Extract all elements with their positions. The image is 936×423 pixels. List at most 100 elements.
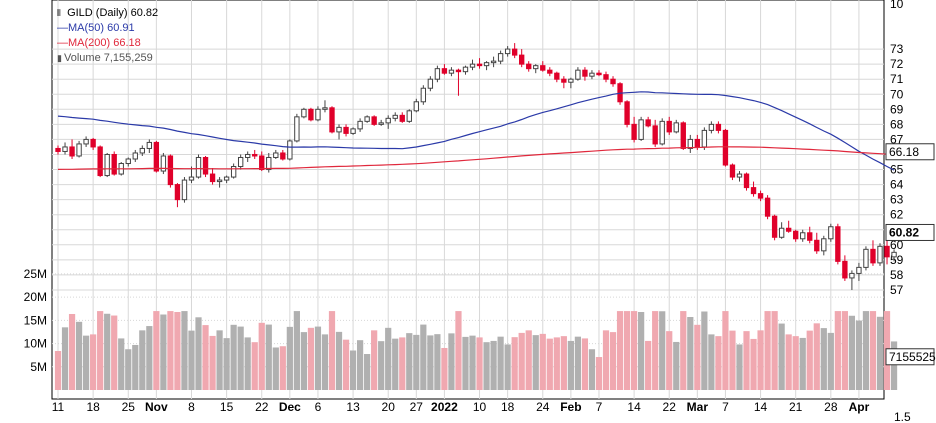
x-tick-label: 11 (52, 400, 65, 414)
candle-body (814, 239, 820, 252)
volume-bar (645, 340, 652, 390)
candle-body (357, 120, 363, 130)
x-tick-label: 28 (824, 400, 838, 414)
volume-bar (813, 323, 820, 390)
price-tick-label: 71 (890, 72, 904, 86)
candle-body (202, 156, 209, 175)
ma200-line (57, 146, 895, 170)
price-tick-label: 10 (890, 0, 904, 11)
volume-bar (567, 340, 574, 390)
candle-body (139, 147, 145, 154)
volume-bar (511, 337, 518, 390)
volume-bar (659, 311, 666, 390)
volume-bar (167, 311, 174, 390)
candle-body (259, 155, 265, 171)
volume-tick-label: 20M (24, 290, 47, 304)
volume-bar (118, 338, 125, 390)
volume-bar (574, 336, 582, 390)
candle-body (729, 164, 736, 178)
volume-bar (406, 333, 413, 390)
candle-body (427, 78, 434, 89)
volume-bar (104, 313, 111, 390)
volume-bar (82, 335, 90, 390)
volume-bar (258, 322, 265, 390)
volume-bar (722, 311, 729, 390)
volume-bar (307, 327, 315, 390)
volume-bar (328, 311, 336, 390)
candle-body (125, 158, 131, 165)
x-tick-label: 8 (188, 400, 195, 414)
volume-bar (666, 331, 673, 390)
price-tick-label: 60 (890, 238, 904, 252)
candle-body (694, 138, 701, 148)
candle-body (392, 114, 398, 119)
volume-bar (560, 336, 567, 390)
candle-body (554, 72, 560, 80)
volume-bar (392, 338, 399, 390)
candle-body (329, 107, 335, 133)
indicator-tick-label: 1.5 (894, 410, 911, 423)
volume-bar (497, 336, 504, 390)
price-tick-label: 69 (890, 102, 904, 116)
candle-body (174, 184, 181, 201)
volume-bar (181, 311, 188, 390)
volume-bar (448, 333, 455, 390)
candle-body (863, 248, 869, 268)
candle-body (104, 153, 110, 177)
volume-bar (321, 334, 329, 390)
candle-body (476, 63, 483, 67)
volume-bar (413, 334, 420, 390)
legend-ma200: —MA(200) 66.18 (57, 37, 141, 49)
candle-body (856, 266, 862, 274)
volume-bar (848, 315, 856, 390)
candle-body (273, 152, 279, 158)
candle-body (596, 72, 602, 76)
candle-body (519, 54, 525, 65)
candle-body (624, 101, 630, 125)
volume-bar (272, 347, 279, 390)
volume-bar (314, 326, 322, 390)
volume-bar (820, 328, 827, 390)
volume-bar (90, 334, 97, 390)
candle-body (891, 251, 897, 258)
volume-bar (216, 330, 223, 390)
candle-body (301, 108, 307, 118)
volume-bar (54, 351, 62, 390)
candle-body (680, 122, 686, 149)
candle-body (631, 123, 637, 140)
volume-bar (293, 311, 300, 390)
volume-bar (855, 320, 863, 390)
candle-body (195, 156, 202, 178)
volume-bar (75, 321, 83, 390)
volume-bar (153, 311, 160, 390)
candle-body (245, 153, 251, 158)
candle-body (69, 146, 75, 157)
volume-bar (729, 330, 736, 390)
candle-body (547, 69, 553, 74)
candle-body (870, 248, 876, 264)
x-tick-label: 27 (410, 400, 424, 414)
volume-bar (434, 334, 441, 390)
candle-body (62, 146, 68, 152)
x-tick-label: 6 (315, 400, 322, 414)
volume-bars-icon: ▮ (57, 53, 62, 63)
volume-bar (455, 311, 462, 390)
candle-body (800, 232, 806, 240)
candle-body (322, 107, 328, 110)
candle-body (638, 119, 644, 140)
candle-body (469, 63, 476, 68)
candle-body (884, 245, 890, 258)
volume-bar (841, 311, 848, 390)
volume-bar (680, 311, 687, 390)
candle-icon: ⫴ (57, 8, 61, 18)
candle-body (722, 129, 729, 166)
candle-body (757, 193, 764, 199)
volume-bar (265, 324, 272, 390)
x-tick-label: Apr (849, 400, 870, 414)
volume-bar (518, 332, 525, 390)
candle-body (230, 166, 237, 178)
legend-volume: ▮ Volume 7,155,259 (57, 52, 153, 64)
candle-body (371, 116, 377, 125)
candle-body (877, 245, 883, 264)
